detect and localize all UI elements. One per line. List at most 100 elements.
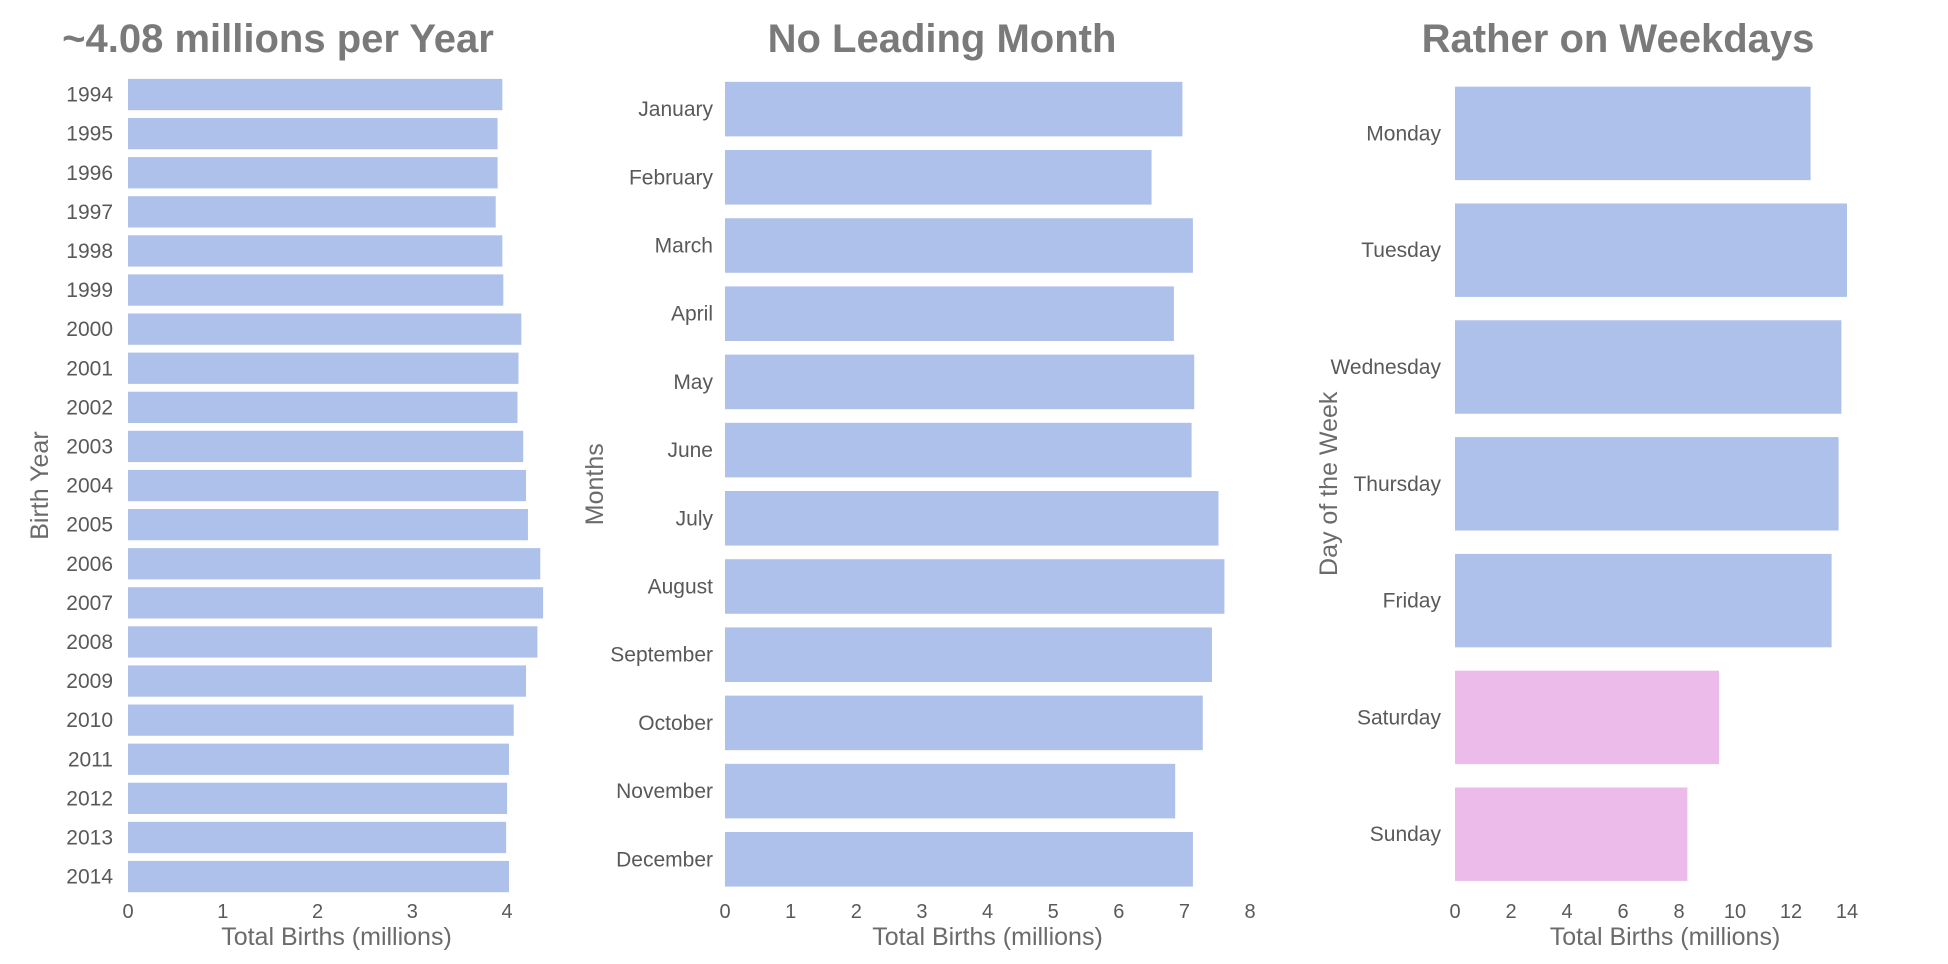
x-tick-label-8: 8 [1673, 901, 1684, 923]
bar-april [725, 286, 1174, 341]
y-tick-label-2005: 2005 [66, 514, 113, 537]
bar-2010 [128, 704, 514, 736]
y-tick-label-september: September [610, 644, 713, 667]
x-tick-label-1: 1 [785, 901, 796, 923]
x-axis-label: Total Births (millions) [221, 923, 452, 951]
bar-1995 [128, 118, 498, 150]
y-axis-label: Birth Year [26, 431, 54, 539]
x-tick-label-0: 0 [1449, 901, 1460, 923]
y-axis-label: Day of the Week [1315, 391, 1343, 576]
bar-1996 [128, 157, 498, 189]
y-tick-label-june: June [667, 439, 713, 462]
y-tick-label-monday: Monday [1366, 122, 1441, 145]
y-tick-label-saturday: Saturday [1357, 706, 1442, 729]
chart-title: ~4.08 millions per Year [62, 17, 494, 61]
bar-march [725, 218, 1193, 273]
bar-october [725, 695, 1203, 751]
y-tick-label-february: February [629, 166, 714, 189]
y-tick-label-sunday: Sunday [1370, 823, 1442, 846]
y-tick-label-2003: 2003 [66, 435, 113, 458]
y-tick-label-1994: 1994 [66, 84, 113, 107]
x-tick-label-0: 0 [122, 901, 133, 923]
bar-2011 [128, 743, 509, 775]
x-tick-label-6: 6 [1113, 901, 1124, 923]
x-tick-label-5: 5 [1048, 901, 1059, 923]
bar-2013 [128, 821, 507, 854]
y-tick-label-november: November [616, 780, 713, 803]
bar-2008 [128, 626, 538, 658]
bar-1999 [128, 274, 504, 306]
bar-june [725, 422, 1192, 478]
bar-saturday [1455, 670, 1720, 765]
bar-sunday [1455, 787, 1688, 881]
y-tick-label-august: August [648, 576, 714, 599]
bar-december [725, 832, 1193, 887]
x-tick-label-4: 4 [1561, 901, 1572, 923]
y-tick-label-may: May [673, 371, 713, 394]
bar-2004 [128, 469, 527, 502]
y-tick-label-2006: 2006 [66, 553, 113, 576]
y-tick-label-2010: 2010 [66, 709, 113, 732]
chart-years: ~4.08 millions per Year 1994 1995 1996 1997 1… [26, 17, 544, 951]
bar-2000 [128, 313, 522, 345]
chart-title: No Leading Month [768, 17, 1117, 61]
y-tick-label-wednesday: Wednesday [1330, 356, 1441, 379]
chart-months: No Leading Month January February March Apri… [581, 17, 1256, 951]
x-tick-label-3: 3 [916, 901, 927, 923]
y-tick-label-1997: 1997 [66, 201, 113, 224]
y-axis-label: Months [581, 443, 609, 525]
y-tick-label-2000: 2000 [66, 318, 113, 341]
y-tick-label-2013: 2013 [66, 826, 113, 849]
bar-thursday [1455, 437, 1839, 531]
y-tick-label-1999: 1999 [66, 279, 113, 302]
x-tick-label-10: 10 [1724, 901, 1746, 923]
y-tick-label-1998: 1998 [66, 240, 113, 263]
y-tick-label-1996: 1996 [66, 162, 113, 185]
bar-2007 [128, 587, 544, 619]
y-tick-label-april: April [671, 303, 713, 326]
bar-friday [1455, 553, 1832, 648]
y-tick-label-tuesday: Tuesday [1361, 239, 1441, 262]
x-tick-label-2: 2 [851, 901, 862, 923]
bar-monday [1455, 86, 1811, 181]
bar-2001 [128, 352, 519, 384]
bar-january [725, 81, 1183, 137]
bar-2002 [128, 391, 518, 423]
bar-november [725, 763, 1176, 819]
x-tick-label-8: 8 [1244, 901, 1255, 923]
y-tick-label-december: December [616, 848, 713, 871]
y-tick-label-friday: Friday [1383, 590, 1442, 613]
bar-wednesday [1455, 320, 1842, 414]
y-tick-label-1995: 1995 [66, 123, 113, 146]
x-axis-label: Total Births (millions) [872, 923, 1103, 951]
y-tick-label-2007: 2007 [66, 592, 113, 615]
x-tick-label-2: 2 [312, 901, 323, 923]
x-tick-label-3: 3 [407, 901, 418, 923]
y-tick-label-july: July [676, 507, 714, 530]
chart-title: Rather on Weekdays [1422, 17, 1815, 61]
y-tick-label-2002: 2002 [66, 396, 113, 419]
chart-panel-months: No Leading Month January February March Apri… [560, 0, 1280, 964]
x-tick-label-7: 7 [1179, 901, 1190, 923]
bar-2012 [128, 782, 508, 814]
x-tick-label-14: 14 [1836, 901, 1858, 923]
x-tick-label-4: 4 [502, 901, 513, 923]
x-tick-label-2: 2 [1505, 901, 1516, 923]
y-tick-label-october: October [638, 712, 713, 735]
bar-july [725, 491, 1219, 546]
bar-2014 [128, 860, 509, 893]
bar-august [725, 559, 1225, 614]
chart-weekdays: Rather on Weekdays Monday Tuesday Wednesday… [1315, 17, 1858, 951]
bar-february [725, 150, 1152, 205]
x-tick-label-12: 12 [1780, 901, 1802, 923]
y-tick-label-2009: 2009 [66, 670, 113, 693]
y-tick-label-2014: 2014 [66, 866, 113, 889]
bar-2009 [128, 665, 527, 697]
bar-1997 [128, 196, 496, 228]
y-tick-label-2008: 2008 [66, 631, 113, 654]
bar-1994 [128, 78, 503, 111]
bar-september [725, 627, 1212, 682]
x-axis-label: Total Births (millions) [1550, 923, 1781, 951]
x-tick-label-0: 0 [719, 901, 730, 923]
bar-may [725, 354, 1195, 410]
